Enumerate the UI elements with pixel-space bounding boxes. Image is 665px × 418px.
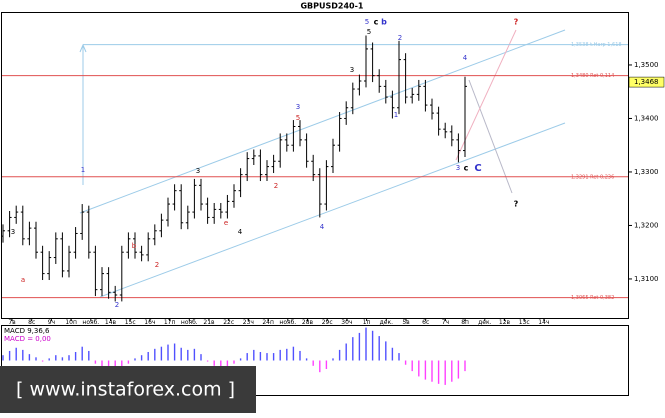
wave-label: 2 (115, 301, 119, 309)
wave-label: 1 (81, 166, 85, 174)
wave-label: 1 (394, 111, 398, 119)
wave-label: b (381, 18, 387, 27)
x-tick-label: 10п (65, 319, 77, 326)
x-tick-label: 22с (223, 319, 234, 326)
macd-value: MACD = 0,00 (4, 335, 51, 343)
wave-label: c (374, 18, 379, 27)
wave-label: b (132, 242, 137, 250)
x-tick-label: 21в (203, 319, 215, 326)
x-tick-label: 6с (422, 319, 429, 326)
wave-label: 3 (456, 164, 460, 172)
wave-label: 2 (155, 261, 159, 269)
wave-label: 3 (350, 66, 354, 74)
y-tick-label: 1,3200 (634, 221, 659, 229)
macd-title: MACD 9,36,6 (4, 327, 50, 335)
wave-label: 5 (296, 114, 300, 122)
x-tick-label: 23ч (243, 319, 254, 326)
level-label: 1,3065 Ret 0,382 (571, 295, 614, 301)
wave-label: 5 (365, 18, 369, 26)
x-tick-label: 7ч (442, 319, 449, 326)
x-tick-label: 17п (164, 319, 176, 326)
y-tick-label: 1,3400 (634, 114, 659, 122)
wave-label: 3 (11, 228, 15, 236)
x-tick-label: 8с (28, 319, 35, 326)
projection-down (468, 79, 513, 194)
x-tick-label: 14в (105, 319, 117, 326)
watermark: [ www.instaforex.com ] (16, 379, 235, 401)
wave-label: 3 (296, 103, 300, 111)
wave-label: 2 (274, 182, 278, 190)
wave-label: c (464, 164, 469, 173)
x-tick-label: 14ч (538, 319, 549, 326)
wave-label: a (21, 276, 25, 284)
watermark-banner (0, 366, 256, 413)
wave-label: 4 (320, 223, 325, 231)
x-tick-label: 15с (125, 319, 136, 326)
x-tick-label: 5в (402, 319, 410, 326)
x-tick-label: нояб. (181, 319, 198, 326)
projection-up (455, 29, 517, 161)
x-tick-label: 16ч (144, 319, 155, 326)
wave-label: 5 (367, 28, 371, 36)
y-tick-label: 1,3100 (634, 275, 659, 283)
x-tick-label: 30ч (341, 319, 352, 326)
y-tick-label: 1,3500 (634, 61, 659, 69)
last-price-box (628, 76, 665, 88)
wave-label: ? (514, 200, 519, 209)
x-tick-label: 1п (363, 319, 371, 326)
macd-frame (1, 325, 629, 396)
chart-title: GBPUSD240-1 (300, 2, 363, 11)
wave-label: 4 (463, 54, 468, 62)
x-tick-label: 28в (302, 319, 314, 326)
x-tick-label: 13с (519, 319, 530, 326)
last-price-label: 1,3468 (634, 78, 659, 86)
wave-label: 3 (196, 167, 200, 175)
x-tick-label: 12в (499, 319, 511, 326)
level-label: 1,3291 Ret 0,236 (571, 174, 614, 180)
wave-label: 2 (398, 34, 402, 42)
level-label: 1,3538 t.Harp 1,618 (571, 42, 622, 48)
x-tick-label: нояб. (82, 319, 99, 326)
channel-upper (79, 29, 566, 214)
channel-lower (99, 122, 566, 298)
price-frame (1, 12, 629, 319)
x-tick-label: 29с (322, 319, 333, 326)
wave-label: e (224, 219, 228, 227)
x-tick-label: 7в (8, 319, 16, 326)
x-tick-label: 8п (461, 319, 469, 326)
x-tick-label: дек. (478, 319, 491, 326)
wave-label: 4 (238, 228, 243, 236)
x-tick-label: 9ч (48, 319, 55, 326)
level-label: 1,3480 Ret 0,114 (571, 73, 614, 79)
wave-label: C (474, 163, 481, 174)
x-tick-label: дек. (380, 319, 393, 326)
y-tick-label: 1,3300 (634, 168, 659, 176)
x-tick-label: 24п (262, 319, 274, 326)
wave-label: ? (514, 18, 519, 27)
x-tick-label: нояб. (279, 319, 296, 326)
